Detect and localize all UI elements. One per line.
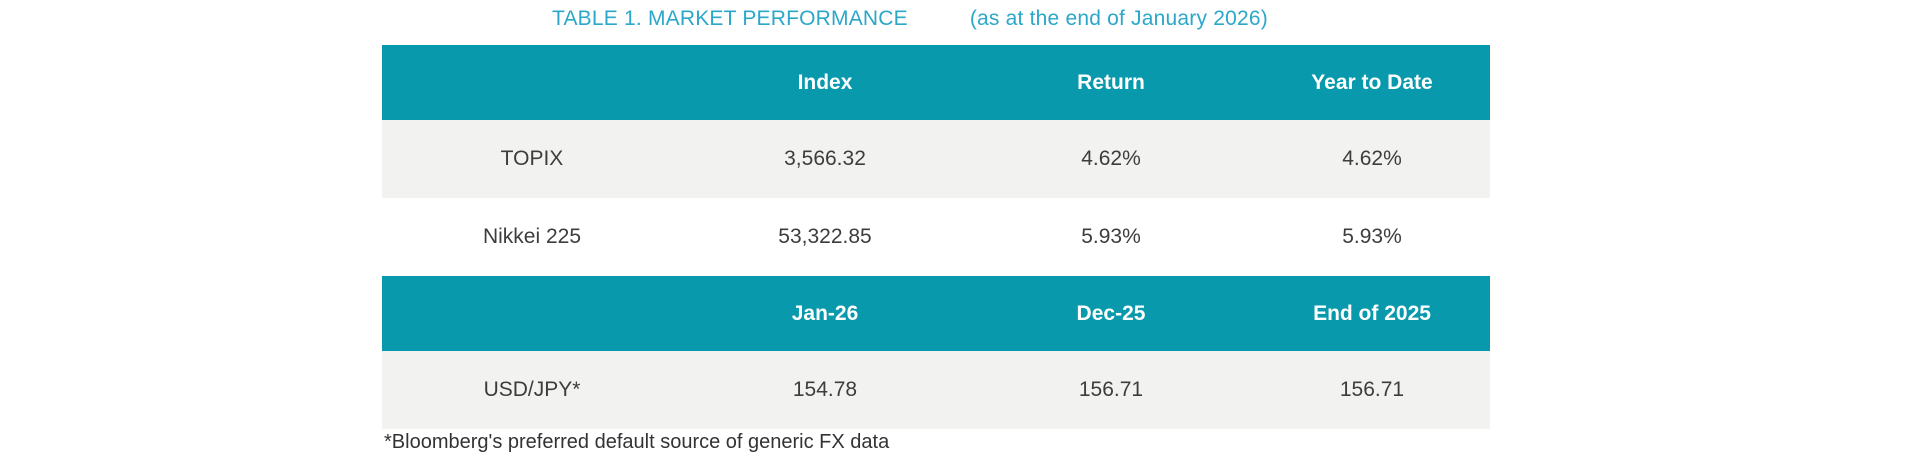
cell-return-value: 5.93%: [1081, 225, 1141, 248]
header-cell-index: Index: [797, 70, 853, 94]
cell-return-value: 4.62%: [1081, 147, 1141, 170]
cell-ytd-value: 4.62%: [1342, 147, 1402, 170]
table-row-usdjpy: USD/JPY* 154.78 156.71 156.71: [382, 351, 1490, 429]
cell-index-value: 3,566.32: [784, 147, 866, 170]
row-label: TOPIX: [500, 147, 564, 170]
fx-table-header-row: Jan-26 Dec-25 End of 2025: [382, 276, 1490, 351]
cell-jan26-value: 154.78: [792, 378, 858, 401]
header-cell-ytd: Year to Date: [1311, 70, 1433, 94]
cell-ytd-value: 5.93%: [1342, 225, 1402, 248]
bloomberg-footnote: *Bloomberg's preferred default source of…: [384, 431, 890, 453]
header-cell-jan26: Jan-26: [791, 301, 859, 325]
header-cell-dec25: Dec-25: [1076, 301, 1146, 325]
header-cell-end2025: End of 2025: [1313, 301, 1431, 325]
table-title: TABLE 1. MARKET PERFORMANCE (as at the e…: [552, 7, 1268, 31]
row-label: USD/JPY*: [483, 378, 581, 401]
cell-end2025-value: 156.71: [1339, 378, 1405, 401]
index-table-header-row: Index Return Year to Date: [382, 45, 1490, 120]
table-row-nikkei: Nikkei 225 53,322.85 5.93% 5.93%: [382, 198, 1490, 276]
table-title-main: TABLE 1. MARKET PERFORMANCE: [552, 7, 908, 30]
table-title-subtitle: (as at the end of January 2026): [969, 7, 1268, 30]
table-row-topix: TOPIX 3,566.32 4.62% 4.62%: [382, 120, 1490, 198]
header-cell-return: Return: [1077, 70, 1145, 94]
cell-index-value: 53,322.85: [778, 225, 872, 248]
market-performance-table: Index Return Year to Date TOPIX 3,566.32…: [382, 45, 1490, 429]
row-label: Nikkei 225: [482, 225, 582, 248]
cell-dec25-value: 156.71: [1078, 378, 1144, 401]
